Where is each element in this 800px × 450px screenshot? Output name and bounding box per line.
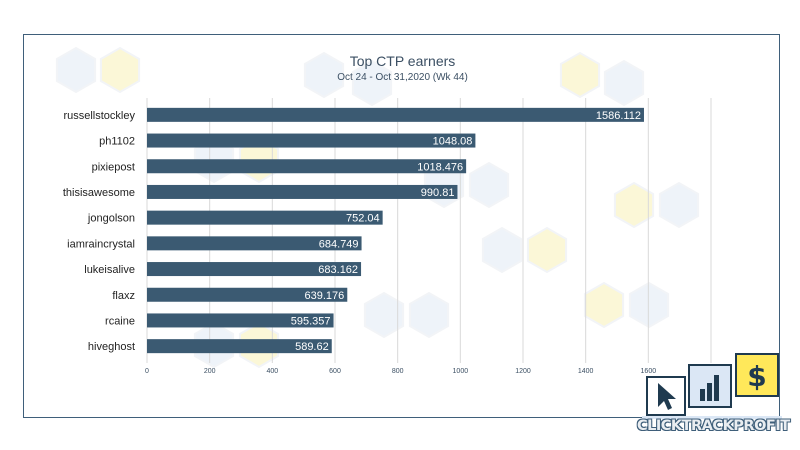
data-label: 752.04 bbox=[346, 213, 380, 225]
bar bbox=[147, 210, 383, 225]
bar bbox=[147, 287, 348, 302]
x-tick-label: 0 bbox=[145, 368, 149, 375]
bar bbox=[147, 107, 644, 122]
bar bbox=[147, 339, 332, 354]
bar bbox=[147, 184, 458, 199]
category-label: ph1102 bbox=[99, 136, 135, 148]
data-label: 683.162 bbox=[318, 264, 358, 276]
bar-chart: 020040060080010001200140016001800russell… bbox=[63, 98, 719, 375]
category-label: russellstockley bbox=[63, 110, 135, 122]
svg-text:$: $ bbox=[747, 360, 766, 393]
x-tick-label: 400 bbox=[266, 368, 278, 375]
category-label: thisisawesome bbox=[63, 187, 135, 199]
background-hexagon bbox=[628, 281, 670, 329]
background-hexagon bbox=[658, 181, 700, 229]
data-label: 589.62 bbox=[295, 341, 329, 353]
background-hexagon bbox=[603, 59, 645, 107]
background-hexagon bbox=[559, 51, 601, 99]
background-hexagon bbox=[408, 291, 450, 339]
background-hexagon bbox=[99, 46, 141, 94]
background-hexagon bbox=[526, 226, 568, 274]
bar bbox=[147, 262, 362, 277]
background-hexagon bbox=[583, 281, 625, 329]
x-tick-label: 1600 bbox=[641, 368, 657, 375]
x-tick-label: 1200 bbox=[515, 368, 531, 375]
data-label: 990.81 bbox=[421, 187, 455, 199]
data-label: 1048.08 bbox=[433, 136, 473, 148]
background-hexagon bbox=[351, 59, 393, 107]
bar bbox=[147, 236, 362, 251]
logo-wordmark: CLICKTRACKPROFIT bbox=[637, 418, 790, 434]
category-label: lukeisalive bbox=[84, 264, 135, 276]
background-hexagon bbox=[55, 46, 97, 94]
bar-chart-icon bbox=[688, 364, 732, 408]
x-tick-label: 800 bbox=[392, 368, 404, 375]
background-hexagon bbox=[303, 51, 345, 99]
background-hexagon bbox=[363, 291, 405, 339]
x-tick-label: 200 bbox=[204, 368, 216, 375]
category-label: pixiepost bbox=[92, 161, 135, 173]
logo-icons: $ bbox=[642, 353, 782, 419]
category-label: iamraincrystal bbox=[67, 238, 135, 250]
data-label: 1586.112 bbox=[596, 110, 641, 122]
cursor-icon bbox=[646, 376, 686, 416]
background-hexagon bbox=[468, 161, 510, 209]
background-hexagon bbox=[481, 226, 523, 274]
chart-title: Top CTP earners bbox=[349, 53, 456, 69]
x-tick-label: 1000 bbox=[453, 368, 469, 375]
bar bbox=[147, 159, 467, 174]
data-label: 639.176 bbox=[305, 290, 345, 302]
category-label: flaxz bbox=[112, 290, 135, 302]
data-label: 1018.476 bbox=[417, 161, 463, 173]
x-tick-label: 600 bbox=[329, 368, 341, 375]
clicktrackprofit-logo: $ CLICKTRACKPROFIT bbox=[637, 352, 790, 446]
x-tick-label: 1400 bbox=[578, 368, 594, 375]
bar bbox=[147, 313, 334, 328]
dollar-icon: $ bbox=[735, 353, 779, 397]
chart-frame: Top CTP earners Oct 24 - Oct 31,2020 (Wk… bbox=[23, 34, 780, 418]
category-label: jongolson bbox=[87, 213, 135, 225]
data-label: 684.749 bbox=[319, 238, 359, 250]
chart-subtitle: Oct 24 - Oct 31,2020 (Wk 44) bbox=[337, 72, 468, 83]
background-hexagon bbox=[613, 181, 655, 229]
category-label: hiveghost bbox=[88, 341, 135, 353]
bar bbox=[147, 133, 476, 148]
data-label: 595.357 bbox=[291, 315, 331, 327]
category-label: rcaine bbox=[105, 315, 135, 327]
